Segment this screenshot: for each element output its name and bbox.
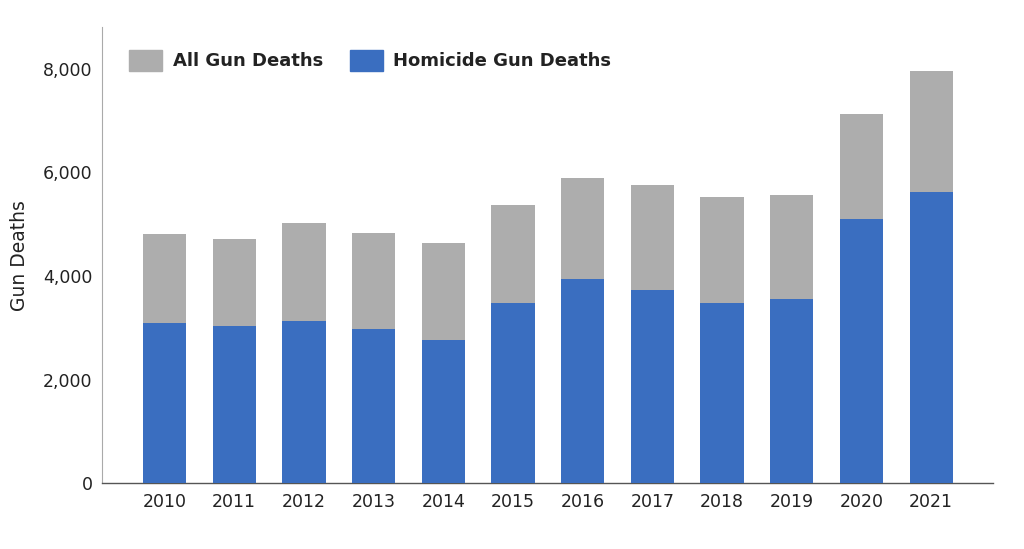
Bar xyxy=(561,178,604,483)
Bar xyxy=(352,233,395,483)
Bar xyxy=(422,243,465,483)
Bar xyxy=(143,323,186,483)
Y-axis label: Gun Deaths: Gun Deaths xyxy=(10,200,29,311)
Bar xyxy=(143,233,186,483)
Bar xyxy=(492,205,535,483)
Bar xyxy=(700,303,743,483)
Bar xyxy=(631,290,674,483)
Bar xyxy=(213,239,256,483)
Bar xyxy=(422,340,465,483)
Bar xyxy=(631,185,674,483)
Bar xyxy=(700,197,743,483)
Bar xyxy=(283,321,326,483)
Bar xyxy=(561,279,604,483)
Bar xyxy=(492,303,535,483)
Bar xyxy=(909,71,952,483)
Bar xyxy=(909,192,952,483)
Bar xyxy=(840,219,883,483)
Bar xyxy=(352,329,395,483)
Bar xyxy=(213,326,256,483)
Bar xyxy=(283,223,326,483)
Bar xyxy=(770,195,813,483)
Bar xyxy=(770,299,813,483)
Bar xyxy=(840,114,883,483)
Legend: All Gun Deaths, Homicide Gun Deaths: All Gun Deaths, Homicide Gun Deaths xyxy=(121,41,621,80)
